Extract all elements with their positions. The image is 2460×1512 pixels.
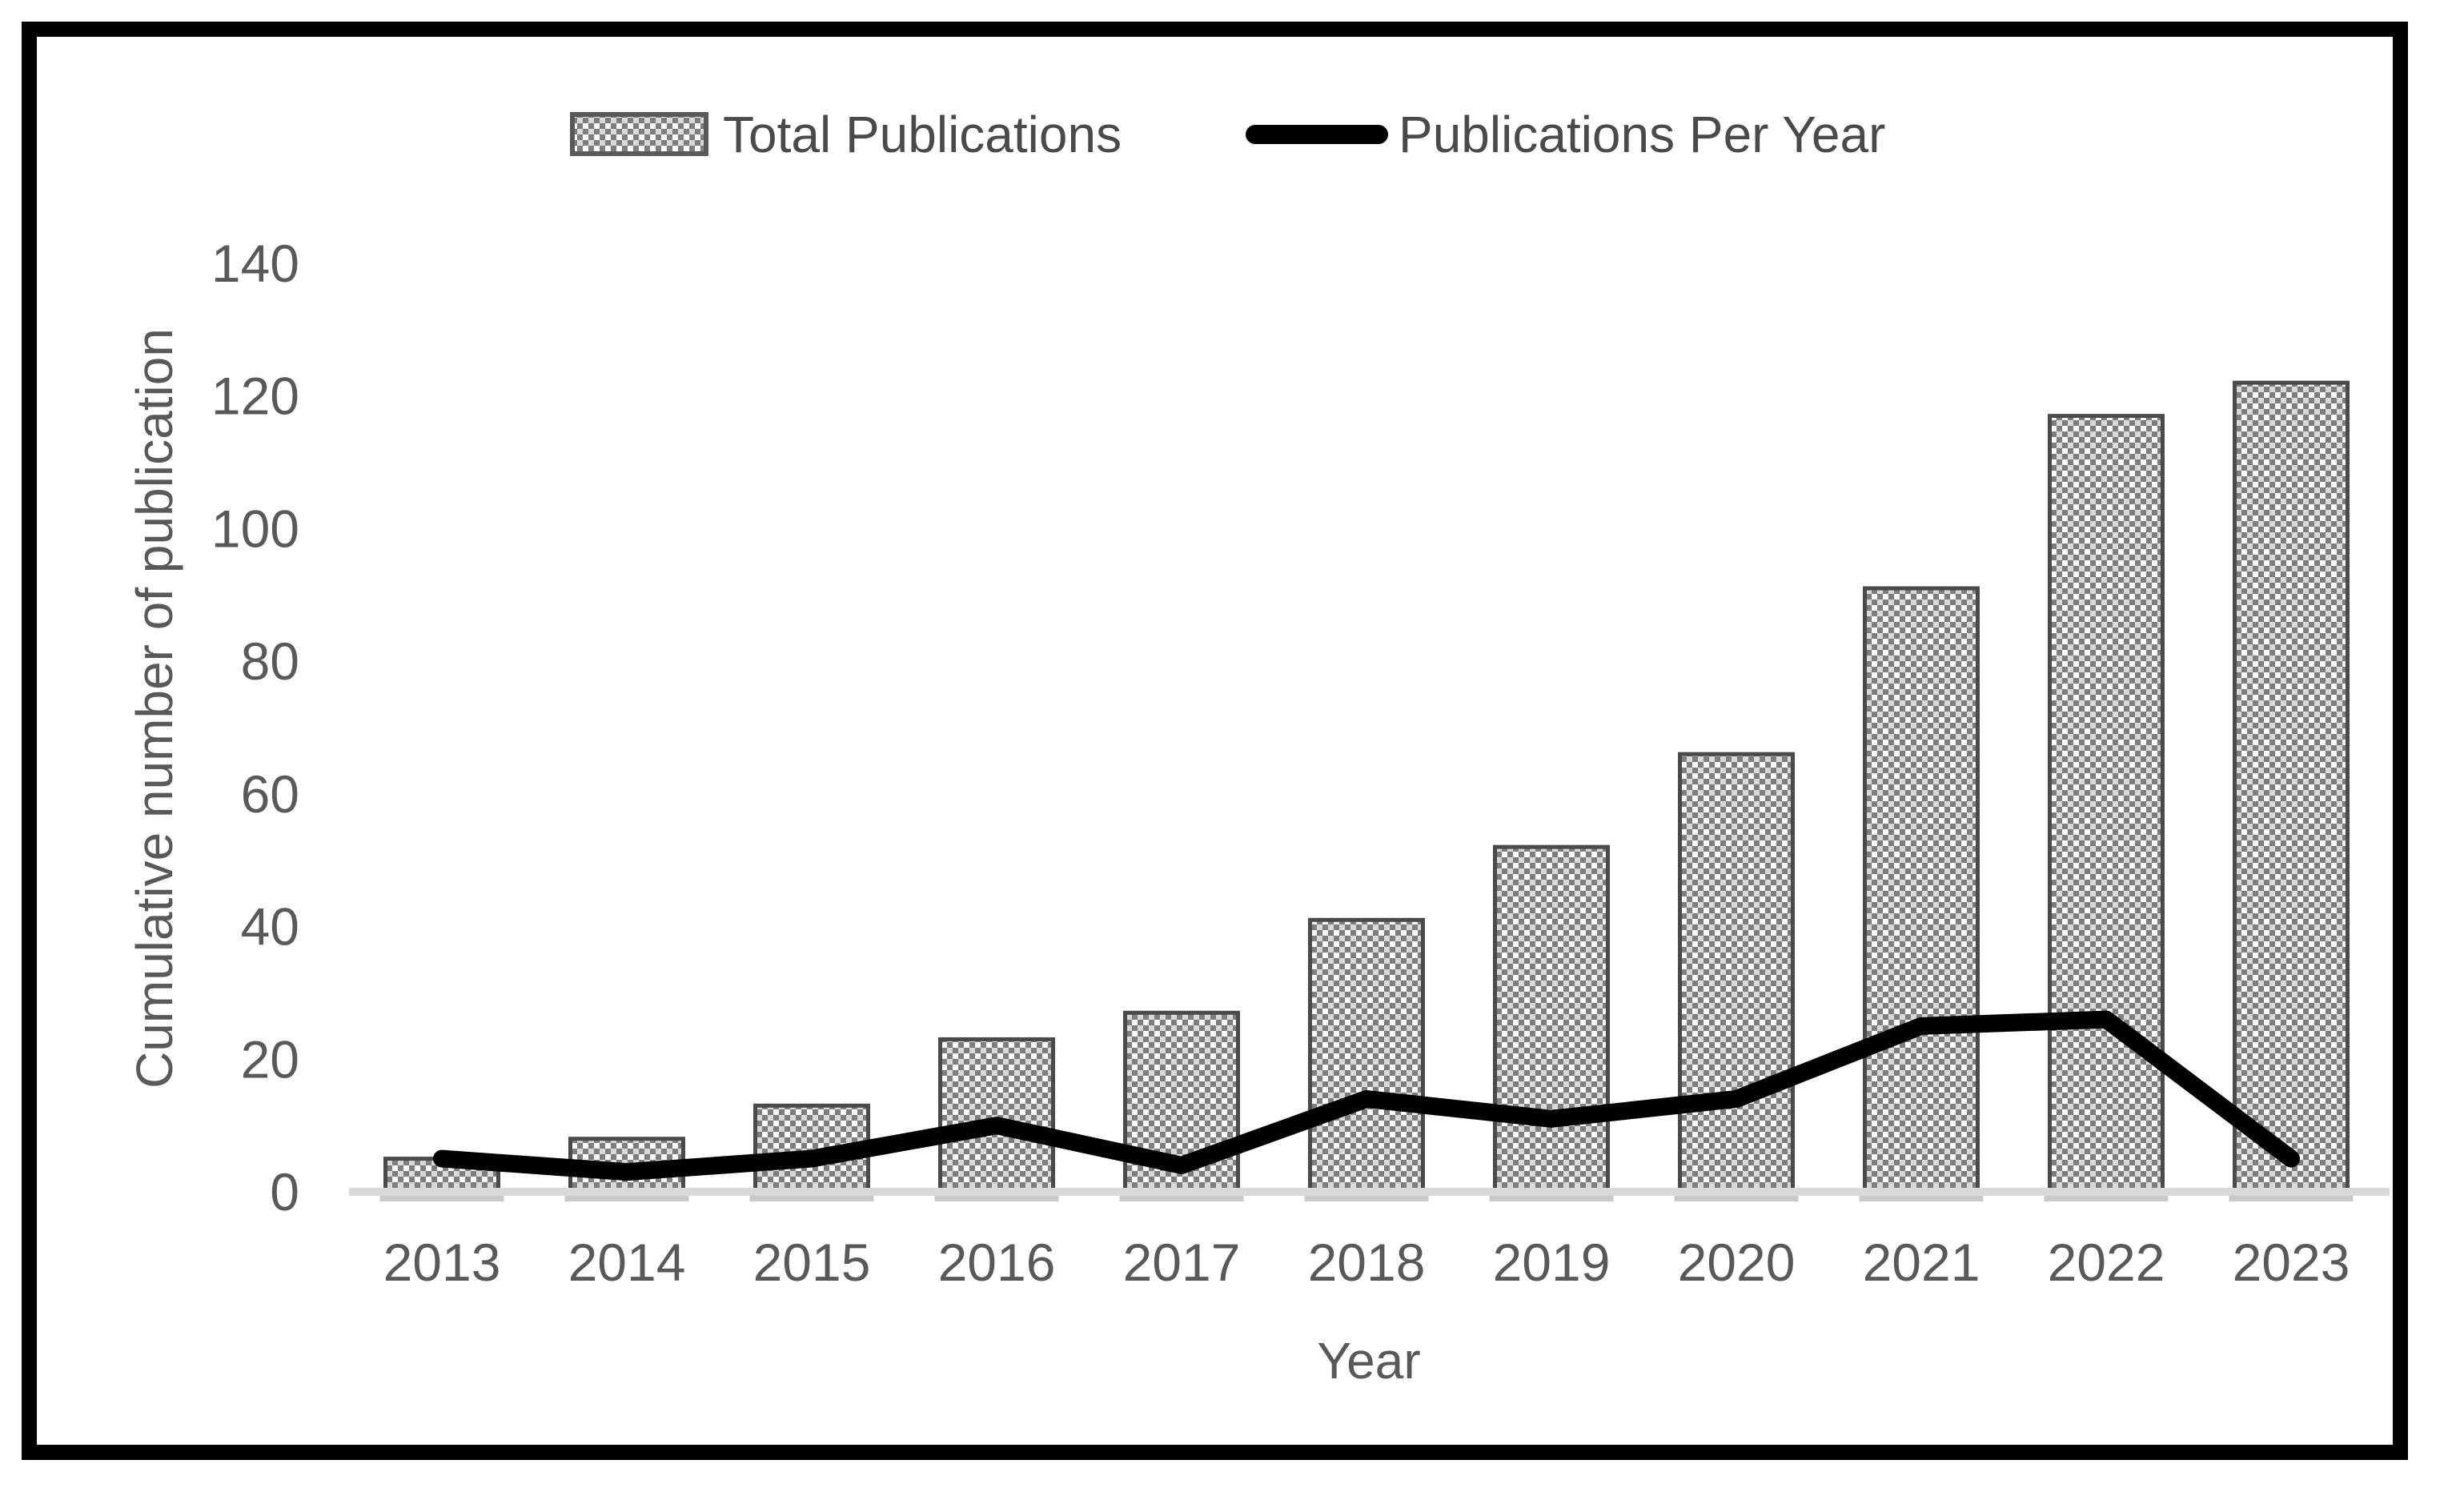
x-axis-tick-labels: 2013 2014 2015 2016 2017 2018 2019 2020 2021 2022… xyxy=(383,1233,2350,1292)
y-tick-label-120: 120 xyxy=(211,367,299,426)
x-tick-label-2014: 2014 xyxy=(568,1233,686,1292)
x-tick-label-2019: 2019 xyxy=(1493,1233,1611,1292)
legend-label-total-publications: Total Publications xyxy=(723,106,1122,163)
bar-shadow-2019 xyxy=(1489,1195,1614,1201)
x-tick-label-2022: 2022 xyxy=(2048,1233,2165,1292)
bar-2020 xyxy=(1678,752,1795,1194)
bar-shadow-2016 xyxy=(934,1195,1059,1201)
bar-2019 xyxy=(1493,844,1610,1194)
bar-shadow-2015 xyxy=(749,1195,874,1201)
bar-shadows-group xyxy=(379,1195,2354,1201)
legend: Total Publications Publications Per Year xyxy=(570,106,1885,163)
bar-shadow-2022 xyxy=(2044,1195,2169,1201)
bar-shadow-2017 xyxy=(1119,1195,1244,1201)
y-axis-title: Cumulative number of publication xyxy=(126,328,183,1089)
bar-2021 xyxy=(1863,586,1980,1194)
x-tick-label-2013: 2013 xyxy=(383,1233,501,1292)
bar-2018 xyxy=(1308,917,1425,1194)
x-tick-label-2023: 2023 xyxy=(2233,1233,2350,1292)
y-tick-label-60: 60 xyxy=(241,764,299,824)
x-tick-label-2015: 2015 xyxy=(753,1233,871,1292)
bar-shadow-2014 xyxy=(564,1195,689,1201)
publications-per-year-line xyxy=(433,1010,2300,1181)
y-axis-tick-labels: 0 20 40 60 80 100 120 140 xyxy=(211,234,299,1221)
y-tick-label-80: 80 xyxy=(241,632,299,691)
x-axis-title: Year xyxy=(1317,1332,1420,1390)
bar-shadow-2013 xyxy=(379,1195,504,1201)
bar-2016 xyxy=(938,1037,1055,1194)
y-tick-label-0: 0 xyxy=(270,1162,299,1221)
bar-pattern-swatch-icon xyxy=(570,112,708,156)
publications-per-year-line-group xyxy=(433,1010,2300,1181)
bar-shadow-2023 xyxy=(2229,1195,2354,1201)
y-tick-label-40: 40 xyxy=(241,897,299,957)
legend-label-publications-per-year: Publications Per Year xyxy=(1399,106,1885,163)
x-tick-label-2018: 2018 xyxy=(1308,1233,1426,1292)
bar-2023 xyxy=(2233,380,2350,1194)
y-tick-label-140: 140 xyxy=(211,234,299,293)
y-tick-label-100: 100 xyxy=(211,499,299,558)
bar-shadow-2020 xyxy=(1674,1195,1799,1201)
total-publications-bars-group xyxy=(383,380,2350,1194)
figure-frame xyxy=(22,22,2408,1460)
x-tick-label-2021: 2021 xyxy=(1863,1233,1980,1292)
x-tick-label-2017: 2017 xyxy=(1123,1233,1241,1292)
bar-2022 xyxy=(2048,414,2165,1194)
x-tick-label-2020: 2020 xyxy=(1678,1233,1796,1292)
x-tick-label-2016: 2016 xyxy=(938,1233,1056,1292)
bar-shadow-2018 xyxy=(1304,1195,1429,1201)
y-tick-label-20: 20 xyxy=(241,1029,299,1089)
bar-shadow-2021 xyxy=(1859,1195,1984,1201)
